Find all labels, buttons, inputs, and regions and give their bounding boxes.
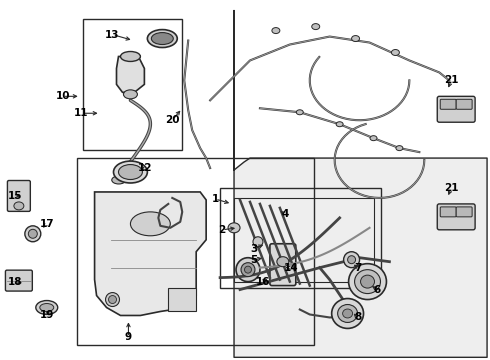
Ellipse shape xyxy=(245,266,251,273)
Text: 20: 20 xyxy=(165,115,179,125)
Ellipse shape xyxy=(114,161,147,183)
Ellipse shape xyxy=(228,223,240,233)
Ellipse shape xyxy=(121,51,141,62)
Bar xyxy=(83,19,182,150)
Text: 14: 14 xyxy=(284,263,298,273)
Ellipse shape xyxy=(112,176,126,184)
Text: 21: 21 xyxy=(444,183,459,193)
Ellipse shape xyxy=(14,202,24,210)
Ellipse shape xyxy=(147,30,177,48)
Ellipse shape xyxy=(352,36,360,41)
FancyBboxPatch shape xyxy=(456,207,472,217)
Ellipse shape xyxy=(336,122,343,127)
Text: 7: 7 xyxy=(354,263,361,273)
Text: 3: 3 xyxy=(250,244,258,254)
Text: 12: 12 xyxy=(138,163,153,173)
Text: 6: 6 xyxy=(374,284,381,294)
Ellipse shape xyxy=(312,24,319,30)
Ellipse shape xyxy=(130,212,171,236)
Bar xyxy=(234,198,373,282)
Ellipse shape xyxy=(241,263,255,276)
Text: 10: 10 xyxy=(55,91,70,101)
FancyBboxPatch shape xyxy=(270,244,296,285)
Ellipse shape xyxy=(277,257,289,267)
FancyBboxPatch shape xyxy=(437,96,475,122)
Ellipse shape xyxy=(343,252,360,268)
Ellipse shape xyxy=(343,309,353,318)
Ellipse shape xyxy=(28,229,37,238)
Ellipse shape xyxy=(355,270,380,293)
Bar xyxy=(220,188,382,288)
Polygon shape xyxy=(95,192,206,315)
Ellipse shape xyxy=(338,305,358,323)
Text: 2: 2 xyxy=(219,225,226,235)
Ellipse shape xyxy=(332,298,364,328)
Text: 11: 11 xyxy=(74,108,88,118)
Text: 19: 19 xyxy=(40,310,54,320)
Text: 16: 16 xyxy=(256,276,270,287)
FancyBboxPatch shape xyxy=(5,270,32,291)
Text: 5: 5 xyxy=(250,255,258,265)
Ellipse shape xyxy=(123,90,137,99)
Ellipse shape xyxy=(347,256,356,264)
Text: 1: 1 xyxy=(212,194,219,204)
Ellipse shape xyxy=(119,165,143,180)
Text: 21: 21 xyxy=(444,75,459,85)
Ellipse shape xyxy=(396,146,403,150)
Ellipse shape xyxy=(361,275,374,288)
Ellipse shape xyxy=(108,296,117,303)
Ellipse shape xyxy=(253,237,263,247)
Bar xyxy=(76,158,314,345)
Ellipse shape xyxy=(348,264,387,300)
Text: 13: 13 xyxy=(105,30,120,40)
Text: 4: 4 xyxy=(281,209,289,219)
FancyBboxPatch shape xyxy=(437,204,475,230)
Ellipse shape xyxy=(36,301,58,315)
Text: 15: 15 xyxy=(8,191,22,201)
Ellipse shape xyxy=(272,28,280,33)
Ellipse shape xyxy=(40,303,54,311)
Ellipse shape xyxy=(236,258,260,282)
Ellipse shape xyxy=(296,110,303,115)
Polygon shape xyxy=(117,57,145,92)
FancyBboxPatch shape xyxy=(7,180,30,211)
Ellipse shape xyxy=(370,136,377,141)
Ellipse shape xyxy=(25,226,41,242)
Ellipse shape xyxy=(392,50,399,55)
Text: 8: 8 xyxy=(354,312,361,323)
Bar xyxy=(168,288,196,311)
Text: 9: 9 xyxy=(125,332,132,342)
Ellipse shape xyxy=(151,32,173,45)
FancyBboxPatch shape xyxy=(440,99,456,109)
Text: 18: 18 xyxy=(8,276,22,287)
FancyBboxPatch shape xyxy=(456,99,472,109)
Polygon shape xyxy=(234,11,487,357)
Ellipse shape xyxy=(105,293,120,306)
Text: 17: 17 xyxy=(40,219,54,229)
FancyBboxPatch shape xyxy=(440,207,456,217)
